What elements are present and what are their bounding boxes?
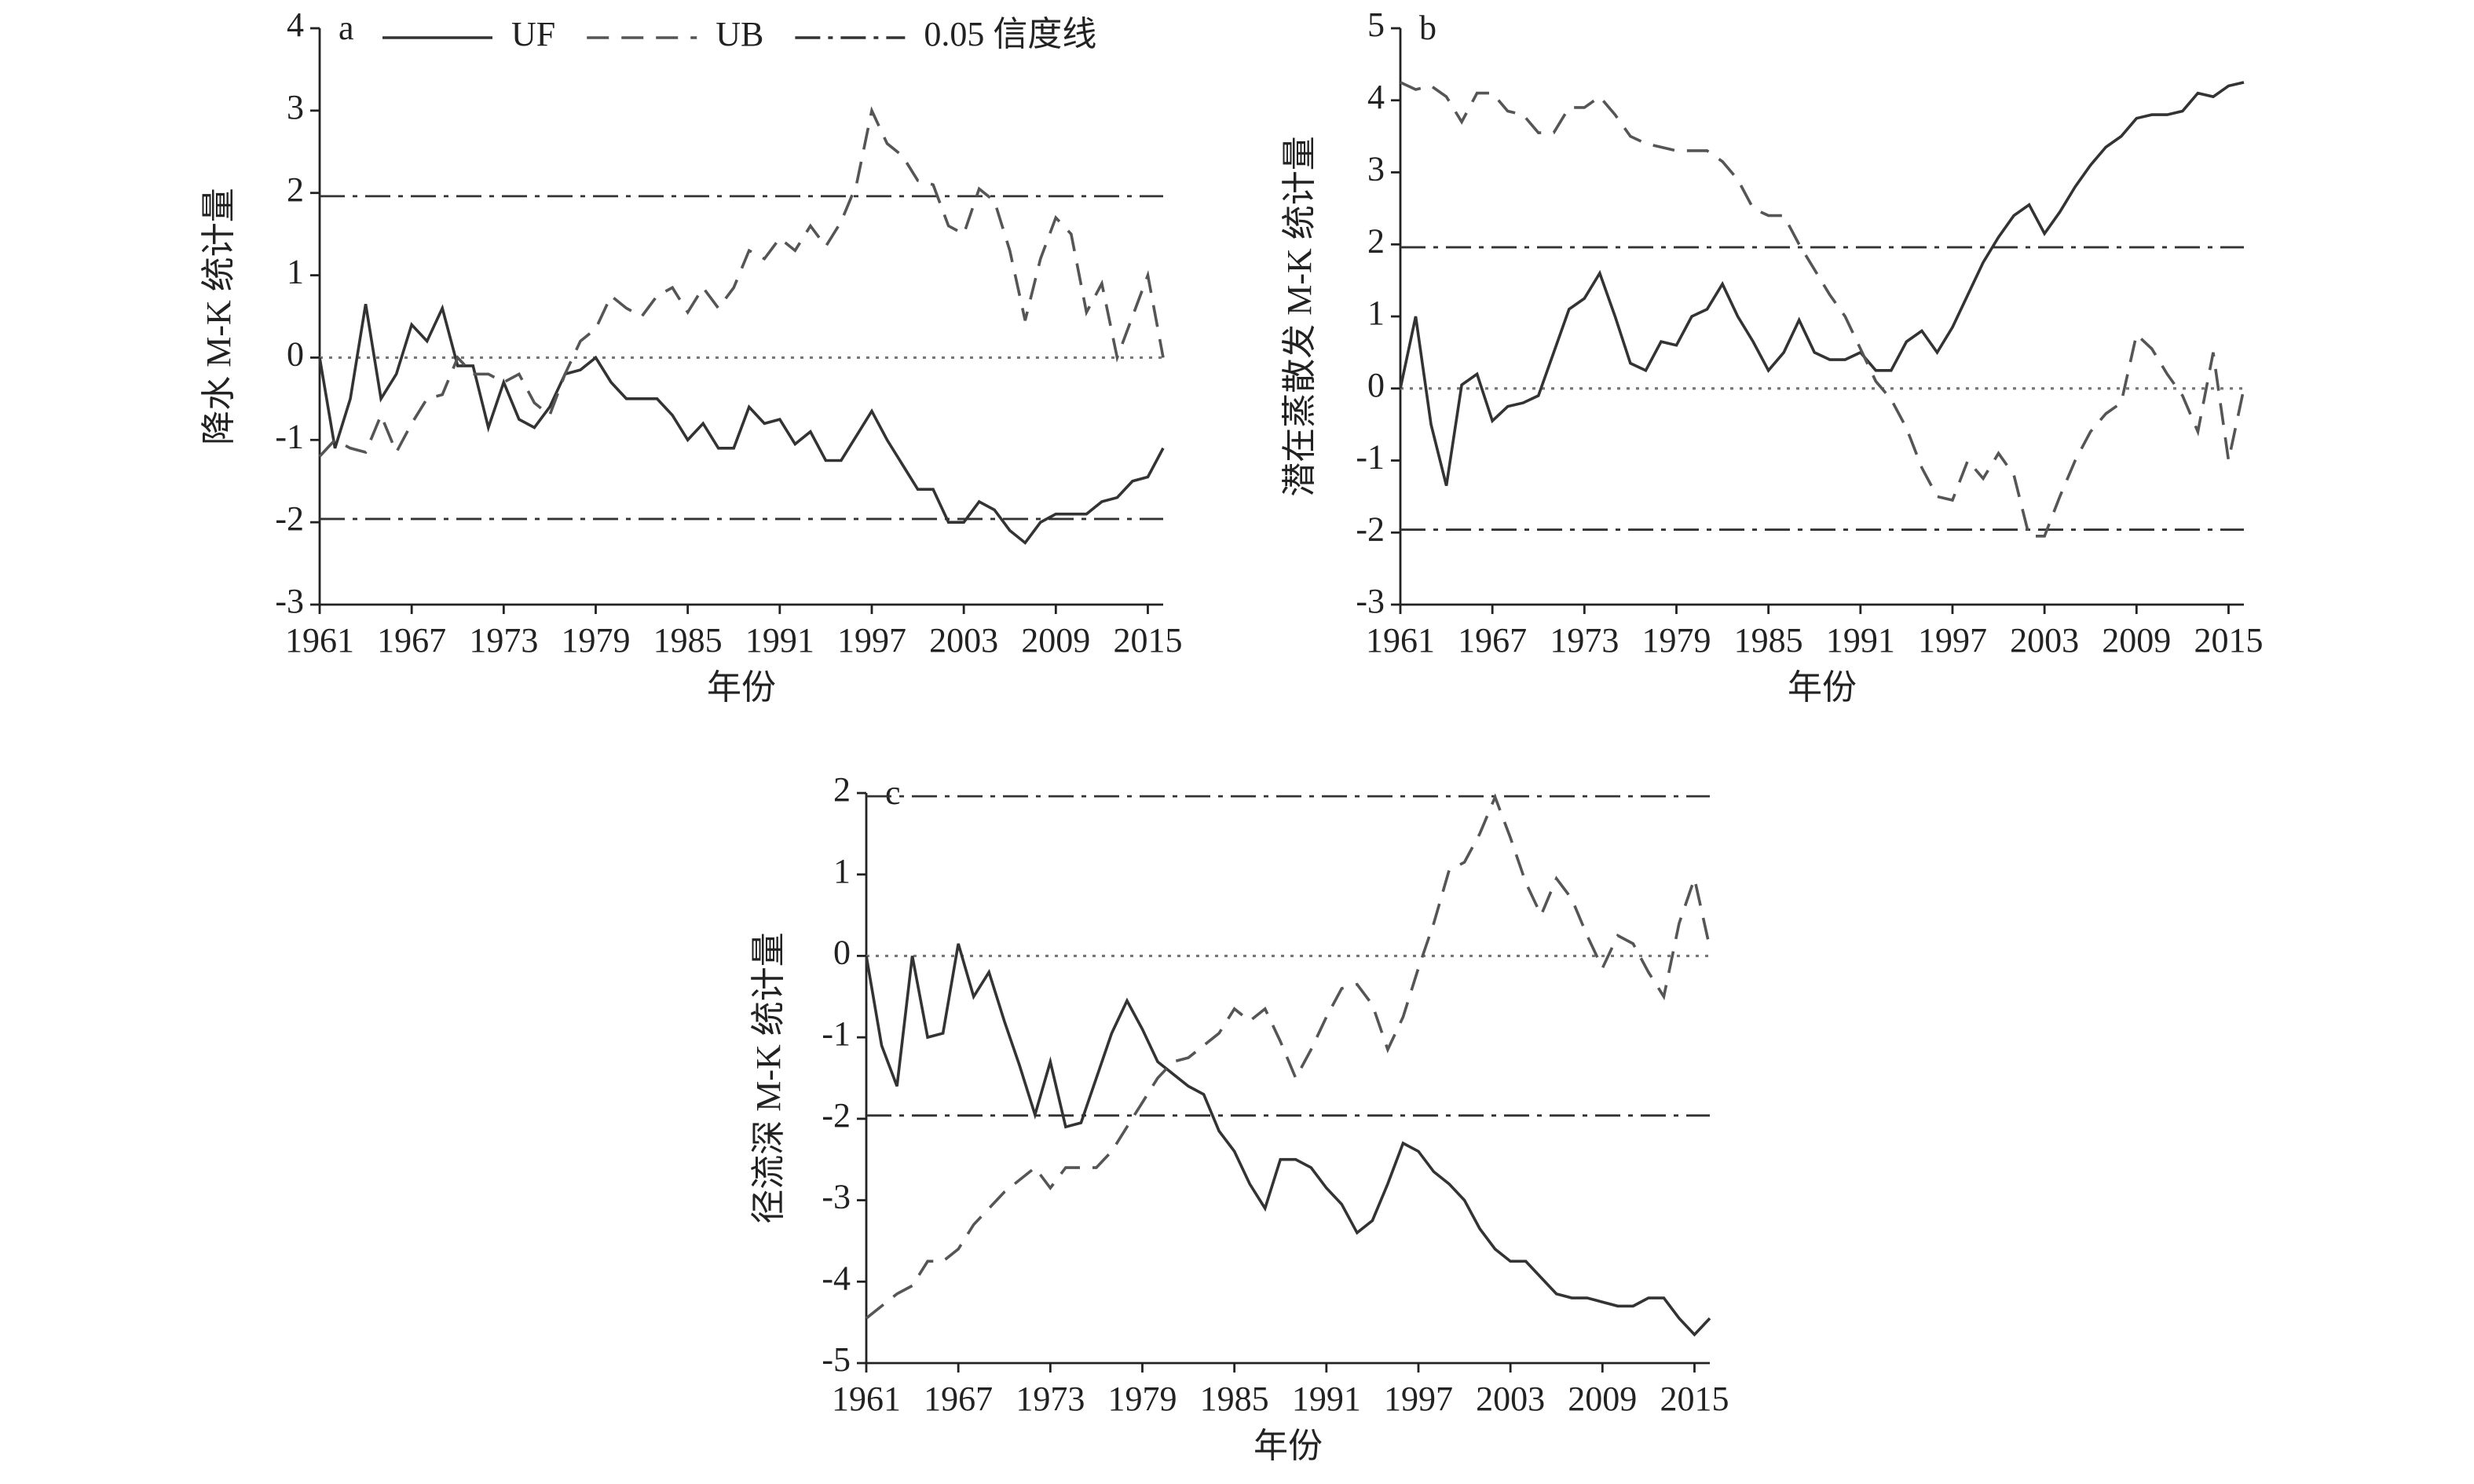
y-tick-label: 0 — [833, 934, 851, 972]
x-tick-label: 1961 — [1366, 621, 1435, 660]
series-line — [318, 303, 1165, 545]
x-tick-label: 2015 — [2194, 621, 2263, 660]
panel: -3 -2 -1 0 1 2 3 4 5 1961 1967 1973 1979 1985 1991 1997… — [1280, 5, 2263, 707]
y-tick-label: 2 — [1367, 221, 1385, 260]
x-tick-label: 1997 — [1918, 621, 1987, 660]
x-tick-label: 1979 — [1641, 621, 1711, 660]
y-tick-label: -3 — [1356, 582, 1385, 620]
y-tick-label: 4 — [287, 5, 304, 44]
x-tick-label: 1991 — [1292, 1380, 1361, 1418]
x-tick-label: 1985 — [1200, 1380, 1269, 1418]
legend-label: 0.05 信度线 — [924, 15, 1096, 53]
x-tick-label: 2003 — [1476, 1380, 1545, 1418]
y-axis-label: 降水 M-K 统计量 — [199, 188, 238, 445]
x-axis-label: 年份 — [1253, 1427, 1323, 1465]
y-tick-label: -4 — [822, 1259, 851, 1297]
x-axis-label: 年份 — [1788, 668, 1857, 707]
x-tick-label: 1973 — [1016, 1380, 1085, 1418]
y-tick-label: -2 — [275, 499, 304, 538]
y-tick-label: 0 — [1367, 366, 1385, 404]
x-tick-label: 2009 — [2102, 621, 2171, 660]
x-tick-label: 1961 — [285, 621, 354, 660]
y-tick-label: 0 — [287, 335, 304, 374]
y-tick-label: 1 — [287, 253, 304, 291]
y-tick-label: -2 — [822, 1096, 851, 1135]
legend-label: UB — [715, 15, 763, 53]
x-tick-label: 1997 — [837, 621, 906, 660]
series-line — [865, 943, 1711, 1337]
y-tick-label: 5 — [1367, 5, 1385, 44]
x-tick-label: 2015 — [1660, 1380, 1729, 1418]
x-tick-label: 2009 — [1568, 1380, 1637, 1418]
y-tick-label: 1 — [1367, 294, 1385, 332]
x-axis-label: 年份 — [707, 668, 776, 707]
y-axis-label: 径流深 M-K 统计量 — [749, 932, 788, 1224]
y-tick-label: 2 — [833, 770, 851, 809]
axis-line — [1399, 28, 2244, 606]
series-line — [865, 793, 1711, 1320]
series-line — [1399, 81, 2245, 487]
x-tick-label: 1997 — [1384, 1380, 1453, 1418]
series-line — [1400, 81, 2245, 538]
y-tick-label: 3 — [287, 88, 304, 126]
x-tick-label: 1973 — [469, 621, 538, 660]
y-tick-label: -2 — [1356, 510, 1385, 548]
x-tick-label: 1967 — [924, 1380, 993, 1418]
y-tick-label: -5 — [822, 1340, 851, 1379]
y-tick-label: -3 — [822, 1178, 851, 1216]
x-tick-label: 1967 — [377, 621, 446, 660]
y-tick-label: 4 — [1367, 78, 1385, 116]
x-tick-label: 1991 — [745, 621, 814, 660]
x-tick-label: 1961 — [832, 1380, 901, 1418]
x-tick-label: 2003 — [2010, 621, 2079, 660]
y-tick-label: -1 — [822, 1014, 851, 1053]
x-tick-label: 1985 — [1734, 621, 1803, 660]
x-tick-label: 1973 — [1550, 621, 1619, 660]
panel-label: a — [339, 9, 354, 47]
panel: -3 -2 -1 0 1 2 3 4 1961 1967 1973 1979 1985 1991 1997 2… — [199, 5, 1182, 707]
x-tick-label: 1979 — [561, 621, 630, 660]
series-line — [318, 106, 1165, 458]
axis-line — [865, 793, 1710, 1365]
y-tick-label: 2 — [287, 170, 304, 209]
x-tick-label: 1991 — [1826, 621, 1895, 660]
x-tick-label: 1979 — [1107, 1380, 1177, 1418]
x-tick-label: 1985 — [653, 621, 723, 660]
x-tick-label: 2003 — [929, 621, 998, 660]
y-tick-label: -1 — [1356, 438, 1385, 477]
y-axis-label: 潜在蒸散发 M-K 统计量 — [1280, 136, 1319, 497]
y-tick-label: 1 — [833, 852, 851, 890]
y-tick-label: 3 — [1367, 150, 1385, 188]
panel: -5 -4 -3 -2 -1 0 1 2 1961 1967 1973 1979 1985 1991 199… — [749, 770, 1729, 1465]
legend-label: UF — [511, 15, 555, 53]
x-tick-label: 2009 — [1021, 621, 1090, 660]
y-tick-label: -3 — [275, 582, 304, 620]
y-tick-label: -1 — [275, 417, 304, 455]
x-tick-label: 2015 — [1113, 621, 1182, 660]
panel-label: b — [1419, 9, 1436, 47]
x-tick-label: 1967 — [1458, 621, 1527, 660]
panel-label: c — [885, 773, 901, 812]
